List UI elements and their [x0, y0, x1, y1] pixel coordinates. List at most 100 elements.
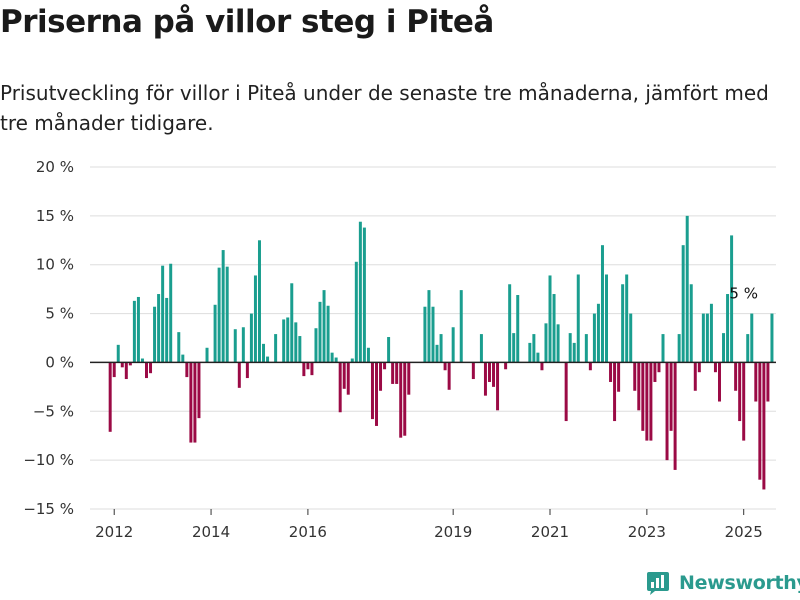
bar — [205, 347, 209, 363]
bar — [512, 333, 516, 363]
bar — [387, 337, 391, 363]
bar — [354, 261, 358, 363]
bar — [149, 362, 153, 374]
y-tick-label: 20 % — [36, 158, 74, 176]
bar — [681, 245, 685, 363]
bar — [532, 334, 536, 363]
bar — [249, 313, 253, 363]
bar — [556, 324, 560, 363]
bar — [576, 274, 580, 363]
y-axis-ticks: 20 % 15 % 10 % 5 % 0 % −5 % −10 % −15 % — [23, 158, 74, 518]
bar — [399, 362, 403, 438]
y-tick-label: 5 % — [45, 305, 74, 323]
bar — [617, 362, 621, 392]
bar — [165, 297, 169, 363]
bar — [596, 303, 600, 363]
bar — [673, 362, 677, 470]
bar — [358, 221, 362, 363]
bar — [637, 362, 641, 411]
bar — [322, 290, 326, 363]
bar — [282, 319, 286, 363]
bar — [294, 322, 298, 363]
bar — [613, 362, 617, 422]
bar — [407, 362, 411, 395]
bar — [693, 362, 697, 391]
bar — [274, 334, 278, 363]
bar — [153, 306, 157, 363]
bar — [730, 235, 734, 363]
bar — [738, 362, 742, 422]
bar — [750, 313, 754, 363]
bar — [713, 362, 717, 373]
x-tick-label: 2021 — [531, 523, 569, 541]
bar — [439, 334, 443, 363]
bar — [302, 362, 306, 377]
bar — [621, 284, 625, 363]
bar — [338, 362, 342, 413]
bar — [217, 267, 221, 363]
bar — [568, 333, 572, 363]
bar — [342, 362, 346, 389]
bar — [552, 294, 556, 363]
y-tick-label: 0 % — [45, 353, 74, 371]
bar — [140, 358, 144, 363]
x-axis-ticks: 2012 2014 2016 2019 2021 2023 2025 — [95, 509, 763, 541]
x-tick-label: 2012 — [95, 523, 133, 541]
bar — [588, 362, 592, 371]
bar — [161, 265, 165, 363]
bar — [241, 327, 245, 363]
bar — [314, 328, 318, 363]
x-tick-label: 2025 — [725, 523, 763, 541]
bar — [298, 336, 302, 363]
y-tick-label: 15 % — [36, 207, 74, 225]
bar — [306, 362, 310, 370]
bar — [128, 362, 132, 366]
bar — [395, 362, 399, 384]
bar — [471, 362, 475, 380]
bar — [709, 303, 713, 363]
bar — [443, 362, 447, 371]
bar — [169, 263, 173, 363]
bar — [233, 329, 237, 363]
bar — [318, 301, 322, 363]
bar — [181, 354, 185, 363]
bar — [766, 362, 770, 402]
bar — [177, 332, 181, 363]
bar — [431, 306, 435, 363]
bar — [592, 313, 596, 363]
chart-subtitle: Prisutveckling för villor i Piteå under … — [0, 81, 769, 135]
bar — [548, 275, 552, 363]
bar — [375, 362, 378, 426]
bar — [572, 342, 576, 363]
bar — [427, 290, 431, 363]
bar — [447, 362, 451, 390]
bar — [641, 362, 645, 431]
y-tick-label: −15 % — [23, 500, 74, 518]
bar — [633, 362, 637, 391]
bar — [536, 352, 540, 363]
bar — [193, 362, 197, 443]
bar — [734, 362, 738, 391]
bar — [609, 362, 613, 382]
bar — [746, 334, 750, 363]
bar — [435, 344, 439, 363]
bar — [120, 362, 124, 368]
bar — [346, 362, 350, 395]
x-tick-label: 2023 — [628, 523, 666, 541]
bar — [487, 362, 491, 382]
bar — [540, 362, 544, 371]
bar — [310, 362, 314, 376]
bar — [459, 290, 463, 363]
bar — [516, 295, 520, 363]
bar — [334, 357, 338, 363]
x-tick-label: 2016 — [289, 523, 327, 541]
bar — [605, 274, 608, 363]
bar — [661, 334, 665, 363]
bar — [669, 362, 673, 431]
bar — [370, 362, 374, 420]
y-tick-label: −10 % — [23, 451, 74, 469]
bar — [116, 344, 120, 363]
bar — [245, 362, 249, 379]
bar — [286, 317, 290, 363]
